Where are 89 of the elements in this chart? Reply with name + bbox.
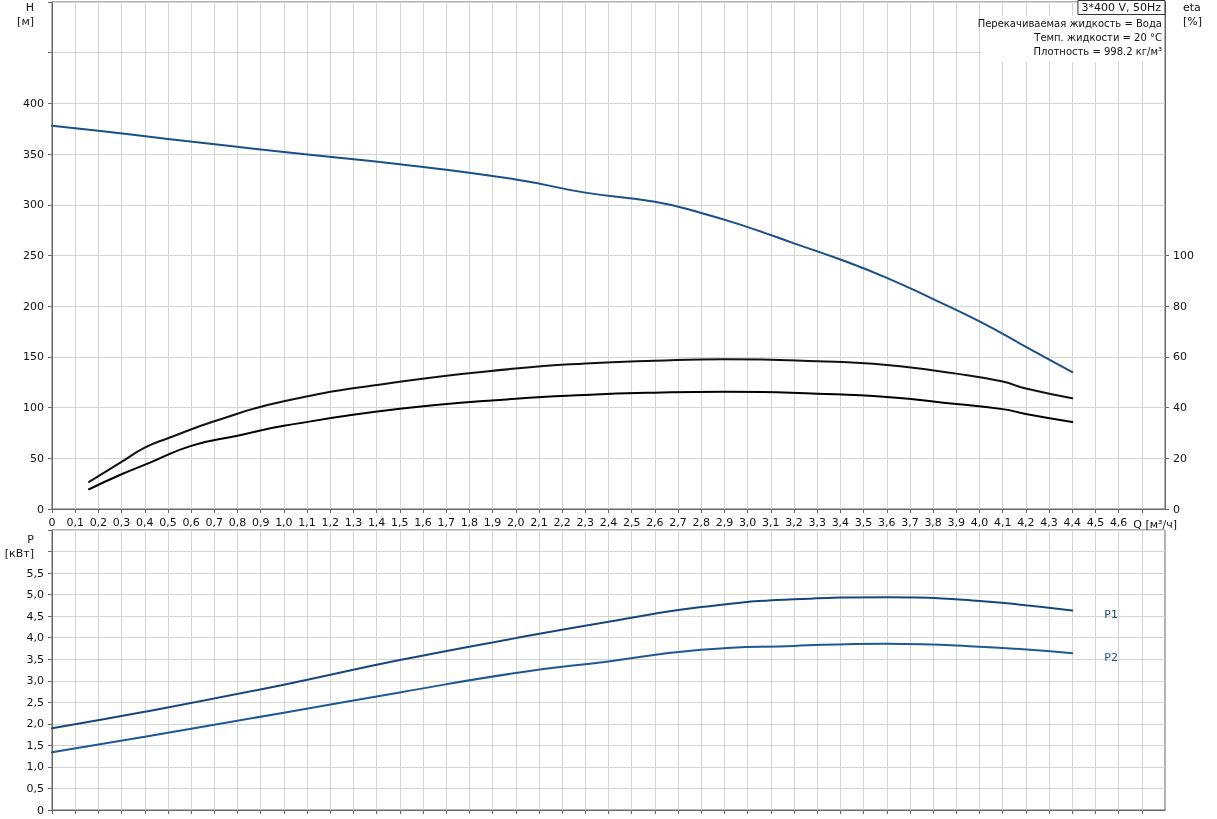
y-tick-label: 0	[37, 803, 44, 817]
x-tick-label: 0,9	[251, 516, 270, 529]
x-tick-label: 4,4	[1063, 516, 1081, 529]
x-tick-label: 2,6	[646, 516, 664, 529]
y2-tick-label: 100	[1173, 249, 1194, 262]
x-tick-label: 2,2	[553, 516, 571, 529]
x-tick-label: 1,6	[414, 516, 432, 529]
x-tick-label: 1,7	[437, 516, 455, 529]
text: P2	[1104, 650, 1118, 664]
x-tick-label: 0,6	[182, 516, 200, 529]
x-tick-label: 2,9	[715, 516, 734, 529]
y-tick-label: 100	[23, 401, 44, 415]
x-tick-label: 1,1	[298, 516, 316, 529]
y-tick-label: 3,0	[26, 674, 44, 688]
line-series	[51, 124, 1074, 374]
y2-tick-label: 80	[1173, 299, 1187, 313]
x-tick-label: 1,4	[367, 516, 386, 529]
x-tick-label: 3,3	[808, 516, 826, 529]
x-tick-label: 3,1	[762, 516, 780, 529]
y2-tick-label: 20	[1173, 451, 1187, 465]
y-tick-label: 0	[37, 502, 44, 516]
line-series	[51, 642, 1074, 754]
x-tick-label: 4,2	[1017, 516, 1035, 529]
x-tick-label: 0,2	[89, 516, 108, 529]
x-tick-label: 2,0	[507, 516, 525, 529]
x-tick-label: 0	[48, 516, 56, 529]
x-tick-label: 1,9	[483, 516, 502, 529]
x-tick-label: 2,4	[599, 516, 618, 529]
y-tick-label: 2,0	[26, 717, 44, 731]
x-tick-label: 4,1	[993, 516, 1012, 529]
y-tick-label: 5,5	[26, 566, 44, 580]
y-tick-label: 50	[30, 451, 44, 465]
x-tick-label: 0,1	[66, 516, 84, 529]
x-tick-label: 1,3	[344, 516, 363, 529]
y-tick-label: 1,0	[26, 760, 44, 774]
x-tick-label: 3,8	[924, 516, 942, 529]
x-tick-label: 3,2	[785, 516, 803, 529]
y-tick-label: 0,5	[26, 781, 44, 795]
x-tick-label: 1,0	[275, 516, 293, 529]
chart-title: 3*400 V, 50Hz	[1081, 1, 1162, 14]
y-tick-label: 3,5	[26, 652, 44, 666]
y-tick-label: 1,5	[26, 738, 44, 752]
y-tick-label: 4,0	[26, 631, 44, 645]
y2-tick-label: 60	[1173, 350, 1187, 364]
y2-tick-label: 40	[1173, 401, 1187, 415]
x-axis-title: Q [м³/ч]	[1133, 518, 1177, 531]
y2-tick-label: 0	[1173, 502, 1180, 516]
y-tick-label: 200	[23, 299, 44, 313]
x-tick-label: 3,6	[878, 516, 896, 529]
x-tick-label: 2,8	[692, 516, 710, 529]
x-tick-label: 4,6	[1109, 516, 1128, 529]
x-tick-label: 3,9	[947, 516, 966, 529]
x-tick-label: 2,7	[669, 516, 687, 529]
x-tick-label: 0,7	[205, 516, 224, 529]
y-tick-label: 2,5	[26, 695, 44, 709]
y-axis-title: H [м]	[17, 0, 34, 28]
y-tick-label: 400	[23, 96, 44, 110]
text: P1	[1104, 608, 1118, 622]
line-series	[88, 390, 1074, 491]
y-tick-label: 5,0	[26, 588, 44, 602]
x-tick-label: 3,0	[738, 516, 757, 529]
y-tick-label: 4,5	[26, 609, 44, 623]
x-tick-label: 3,5	[854, 516, 873, 529]
line-series	[88, 358, 1074, 483]
x-tick-label: 3,4	[831, 516, 850, 529]
x-tick-label: 0,3	[112, 516, 131, 529]
x-tick-label: 4,5	[1086, 516, 1105, 529]
x-tick-label: 4,3	[1040, 516, 1058, 529]
annotation: Плотность = 998.2 кг/м³	[1033, 45, 1163, 57]
x-tick-label: 2,1	[530, 516, 548, 529]
y-tick-label: 250	[23, 249, 44, 262]
x-tick-label: 1,5	[391, 516, 409, 529]
x-tick-label: 0,5	[159, 516, 177, 529]
annotation: Перекачиваемая жидкость = Вода	[977, 17, 1162, 29]
annotation: Темп. жидкости = 20 °C	[1033, 31, 1163, 43]
x-tick-label: 2,5	[622, 516, 641, 529]
x-tick-label: 4,0	[970, 516, 989, 529]
x-tick-label: 0,4	[136, 516, 154, 529]
x-tick-label: 1,2	[321, 516, 339, 529]
y2-axis-title: eta [%]	[1183, 0, 1203, 28]
line-series	[51, 596, 1074, 730]
x-tick-label: 0,8	[228, 516, 247, 529]
y-tick-label: 150	[23, 350, 44, 364]
x-tick-label: 3,7	[901, 516, 919, 529]
x-tick-label: 2,3	[576, 516, 595, 529]
x-tick-label: 1,8	[460, 516, 479, 529]
y-axis-title: P [кВт]	[4, 532, 35, 560]
y-tick-label: 300	[23, 198, 44, 212]
y-tick-label: 350	[23, 147, 44, 161]
